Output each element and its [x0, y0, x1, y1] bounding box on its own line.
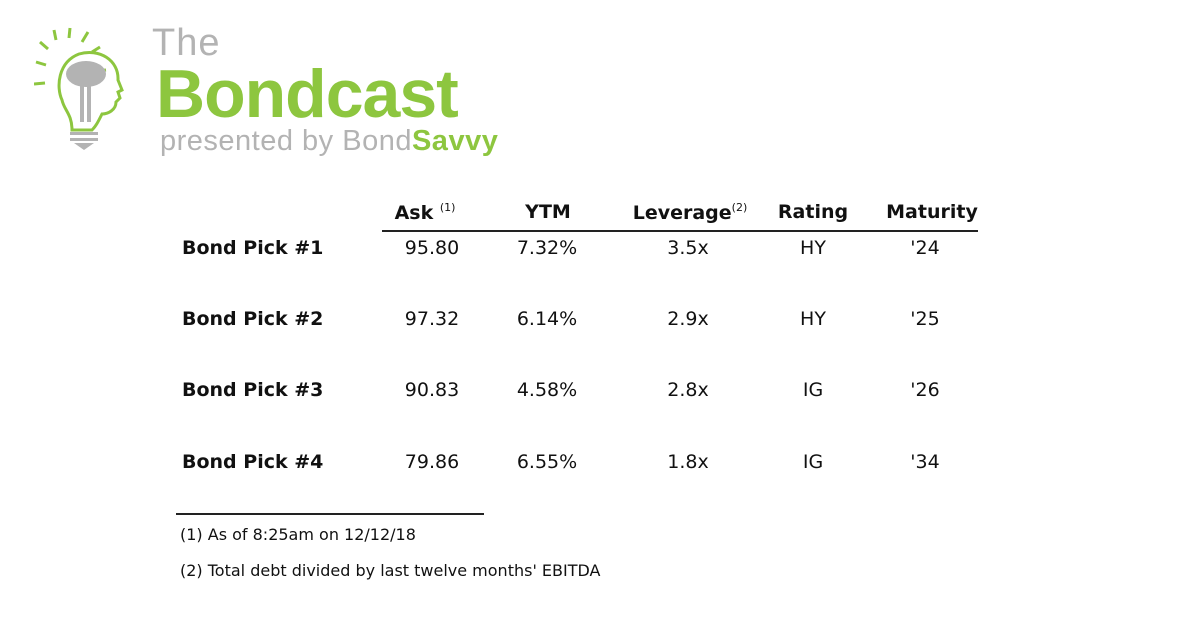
header-rating: Rating: [777, 201, 849, 223]
cell-maturity: '26: [910, 379, 940, 401]
logo-presented-by: presented by BondSavvy: [160, 125, 499, 157]
row-label: Bond Pick #2: [182, 308, 324, 330]
logo-the: The: [152, 22, 221, 64]
cell-rating: HY: [800, 308, 826, 330]
header-ytm: YTM: [525, 201, 571, 223]
cell-rating: IG: [802, 451, 824, 473]
cell-ytm: 6.14%: [516, 308, 578, 330]
row-label: Bond Pick #1: [182, 237, 324, 259]
header-ask: Ask (1): [394, 201, 456, 224]
cell-rating: HY: [800, 237, 826, 259]
cell-leverage: 2.9x: [667, 308, 709, 330]
header-rule: [382, 230, 978, 232]
cell-ytm: 7.32%: [516, 237, 578, 259]
row-label: Bond Pick #4: [182, 451, 324, 473]
footnote-2: (2) Total debt divided by last twelve mo…: [180, 561, 601, 580]
row-label: Bond Pick #3: [182, 379, 324, 401]
cell-ask: 90.83: [404, 379, 460, 401]
cell-maturity: '24: [910, 237, 940, 259]
cell-leverage: 2.8x: [667, 379, 709, 401]
logo-bondcast: Bondcast: [156, 56, 459, 132]
header-leverage: Leverage(2): [632, 201, 748, 224]
header-maturity: Maturity: [886, 201, 978, 223]
cell-maturity: '34: [910, 451, 940, 473]
lightbulb-brain-icon: [34, 27, 124, 150]
cell-ask: 95.80: [404, 237, 460, 259]
cell-ask: 97.32: [404, 308, 460, 330]
cell-ytm: 6.55%: [516, 451, 578, 473]
cell-ask: 79.86: [404, 451, 460, 473]
footnote-rule: [176, 513, 484, 515]
cell-ytm: 4.58%: [516, 379, 578, 401]
cell-leverage: 1.8x: [667, 451, 709, 473]
cell-leverage: 3.5x: [667, 237, 709, 259]
cell-rating: IG: [802, 379, 824, 401]
cell-maturity: '25: [910, 308, 940, 330]
footnote-1: (1) As of 8:25am on 12/12/18: [180, 525, 416, 544]
